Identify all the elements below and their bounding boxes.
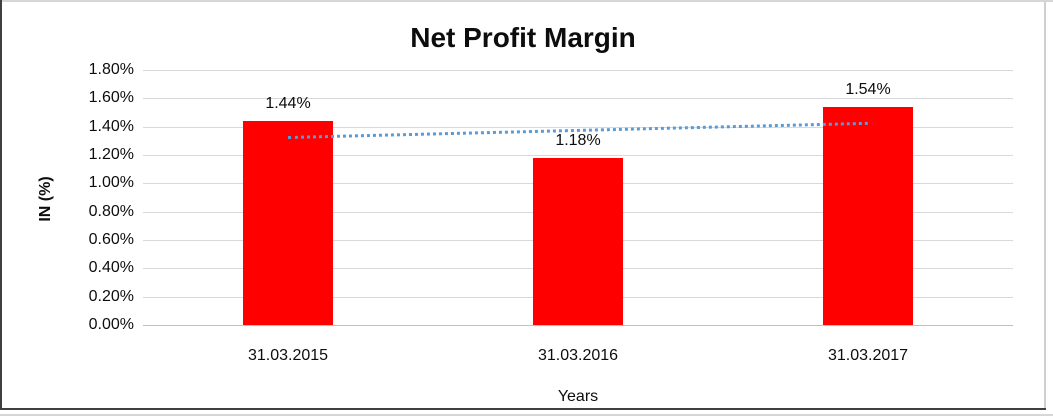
plot-area: 1.44% 1.18% 1.54% — [143, 70, 1013, 326]
bar — [823, 106, 913, 325]
bar — [243, 121, 333, 325]
y-tick-label: 1.60% — [88, 89, 134, 107]
frame-outer-bottom — [0, 414, 1053, 416]
y-tick-label: 1.20% — [88, 146, 134, 163]
gridline — [143, 155, 1013, 156]
y-tick-label: 1.80% — [88, 61, 134, 78]
y-tick-label: 0.00% — [88, 316, 134, 333]
y-tick-label: 0.60% — [88, 231, 134, 248]
x-axis-line — [143, 325, 1013, 326]
y-tick-label: 0.40% — [88, 259, 134, 277]
frame-border-top — [0, 0, 1053, 2]
bar-value-label: 1.18% — [555, 131, 601, 149]
x-tick-label: 31.03.2016 — [537, 347, 619, 364]
frame-border-right — [1044, 2, 1046, 409]
y-tick-label: 0.80% — [88, 202, 134, 220]
gridline — [143, 98, 1013, 100]
bar — [533, 157, 623, 325]
bar-value-label: 1.54% — [845, 80, 891, 98]
frame-border-bottom — [0, 408, 1046, 410]
x-axis-title: Years — [557, 388, 599, 405]
y-tick-label: 1.40% — [88, 117, 134, 135]
gridline — [143, 126, 1013, 128]
y-tick-label: 0.20% — [88, 287, 134, 305]
x-tick-label: 31.03.2017 — [827, 347, 909, 364]
bar-value-label: 1.44% — [265, 95, 311, 112]
x-tick-label: 31.03.2015 — [247, 347, 329, 364]
frame-border-left — [0, 0, 2, 410]
gridline — [143, 70, 1013, 71]
y-tick-label: 1.00% — [88, 174, 134, 192]
chart-title: Net Profit Margin — [410, 22, 636, 53]
